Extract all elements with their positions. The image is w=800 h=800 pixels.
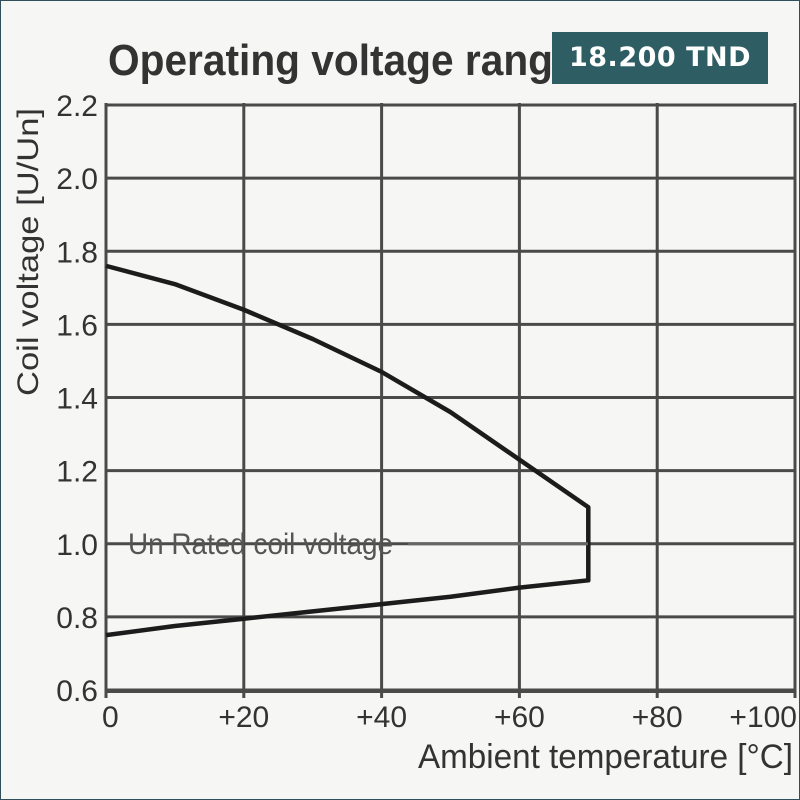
x-tick-label: +40 [356, 701, 407, 734]
annotation-label: Un Rated coil voltage [128, 528, 393, 561]
y-tick-label: 1.4 [56, 383, 98, 416]
x-tick-label: +20 [218, 701, 269, 734]
y-tick-label: 0.8 [56, 602, 98, 635]
chart-title: Operating voltage rang [108, 36, 553, 85]
x-tick-label: +80 [632, 701, 683, 734]
y-tick-labels: 0.6 0.8 1.0 1.2 1.4 1.6 1.8 2.0 2.2 [56, 90, 98, 708]
operating-range-line [105, 263, 591, 638]
annotation-layer: Un Rated coil voltage [128, 528, 588, 561]
x-tick-labels: 0 +20 +40 +60 +80 +100 [102, 701, 797, 734]
x-tick-label: 0 [102, 701, 119, 734]
y-tick-label: 1.6 [56, 309, 98, 342]
x-tick-label: +100 [729, 701, 797, 734]
x-tick-label: +60 [494, 701, 545, 734]
grid-layer [104, 103, 797, 698]
y-tick-label: 1.2 [56, 456, 98, 489]
y-axis-label: Coil voltage [U/Un] [12, 108, 45, 396]
y-tick-label: 0.6 [56, 675, 98, 708]
price-badge: 18.200 TND [552, 32, 768, 84]
y-tick-label: 2.2 [56, 90, 98, 123]
y-tick-label: 1.0 [56, 529, 98, 562]
x-axis-label: Ambient temperature [°C] [418, 738, 793, 776]
series-layer [105, 263, 591, 638]
y-tick-label: 1.8 [56, 236, 98, 269]
y-tick-label: 2.0 [56, 163, 98, 196]
